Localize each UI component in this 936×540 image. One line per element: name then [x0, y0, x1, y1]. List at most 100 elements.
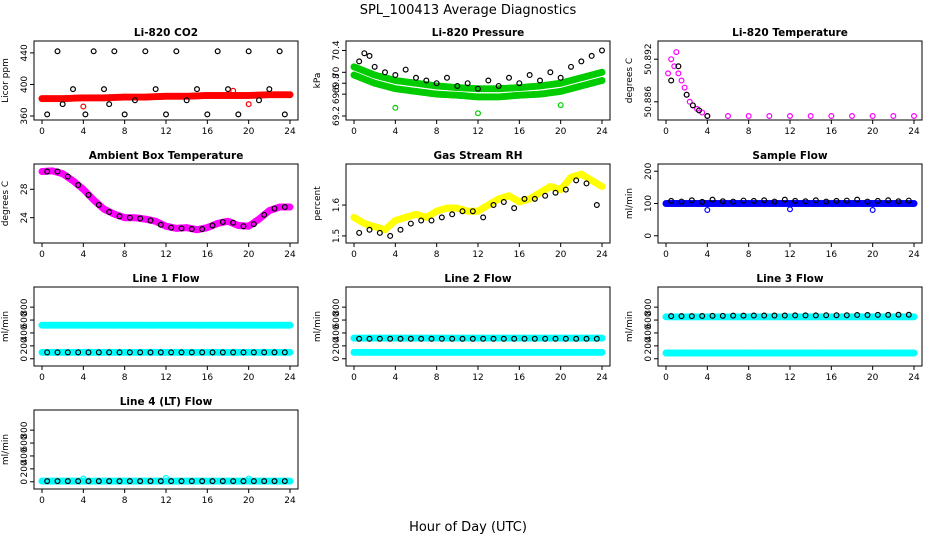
x-tick-label: 8 — [122, 250, 128, 260]
series-2 — [80, 87, 252, 110]
data-point — [542, 335, 549, 342]
data-point-fill — [596, 77, 604, 85]
x-tick-label: 8 — [746, 373, 752, 383]
data-point — [688, 197, 695, 204]
data-point — [895, 311, 902, 318]
data-point — [905, 311, 912, 318]
data-point — [95, 349, 102, 356]
data-point — [480, 214, 487, 221]
data-point-fill — [285, 203, 293, 211]
data-point — [266, 86, 273, 93]
data-point — [573, 335, 580, 342]
x-tick-label: 4 — [80, 250, 86, 260]
data-point — [475, 85, 482, 92]
data-point — [678, 313, 685, 320]
data-point — [188, 226, 195, 233]
panel-title: Li-820 Temperature — [732, 27, 848, 39]
data-point — [183, 97, 190, 104]
data-point — [578, 58, 585, 65]
data-point — [59, 101, 66, 108]
data-point — [168, 349, 175, 356]
data-point — [521, 195, 528, 202]
data-point — [147, 478, 154, 485]
x-tick-label: 0 — [663, 127, 669, 137]
data-point — [157, 221, 164, 228]
data-point — [511, 205, 518, 212]
data-point — [376, 229, 383, 236]
y-tick-label: 0 — [20, 479, 30, 485]
data-point — [449, 335, 456, 342]
data-point — [843, 197, 850, 204]
data-point — [547, 69, 554, 76]
data-point — [418, 335, 425, 342]
data-point — [750, 197, 757, 204]
data-point — [802, 198, 809, 205]
plot-frame — [33, 163, 299, 244]
data-point — [910, 112, 917, 119]
data-point — [766, 112, 773, 119]
data-point — [469, 208, 476, 215]
data-point — [157, 478, 164, 485]
data-point — [240, 223, 247, 230]
series-2 — [356, 335, 600, 342]
data-point — [506, 74, 513, 81]
data-point — [44, 478, 51, 485]
x-tick-label: 12 — [784, 250, 795, 260]
data-point — [843, 312, 850, 319]
data-point — [106, 101, 113, 108]
data-point — [44, 349, 51, 356]
data-point — [668, 197, 675, 204]
x-tick-label: 4 — [392, 250, 398, 260]
y-axis-label: ml/min — [313, 311, 323, 342]
data-point — [276, 48, 283, 55]
y-tick-label: 0 — [20, 356, 30, 362]
y-tick-label: 800 — [644, 298, 654, 315]
data-point — [562, 335, 569, 342]
data-point-fill — [284, 321, 292, 329]
plot-frame — [33, 40, 299, 121]
x-tick-label: 24 — [284, 127, 296, 137]
data-point — [781, 196, 788, 203]
data-point — [423, 77, 430, 84]
data-point — [531, 195, 538, 202]
data-point — [116, 213, 123, 220]
figure-title: SPL_100413 Average Diagnostics — [360, 3, 577, 18]
y-tick-label: 28 — [20, 183, 30, 195]
data-point — [469, 335, 476, 342]
data-point — [392, 72, 399, 79]
x-tick-label: 20 — [867, 373, 879, 383]
data-point — [552, 189, 559, 196]
data-point — [245, 101, 252, 108]
data-point — [675, 70, 682, 77]
data-point — [209, 222, 216, 229]
x-tick-label: 24 — [284, 496, 296, 506]
data-point — [54, 349, 61, 356]
data-point — [75, 182, 82, 189]
x-tick-label: 24 — [596, 127, 608, 137]
data-point-fill — [596, 69, 604, 77]
data-point — [745, 112, 752, 119]
data-point — [85, 349, 92, 356]
panel-title: Li-820 CO2 — [134, 27, 198, 39]
data-point — [573, 177, 580, 184]
data-point — [874, 311, 881, 318]
data-point — [271, 205, 278, 212]
data-point — [106, 349, 113, 356]
data-point — [464, 80, 471, 87]
y-tick-label: 600 — [332, 311, 342, 328]
data-point — [709, 312, 716, 319]
x-tick-label: 20 — [555, 250, 567, 260]
data-point — [895, 198, 902, 205]
data-point — [235, 111, 242, 118]
data-point — [137, 349, 144, 356]
data-point — [214, 48, 221, 55]
data-point — [444, 74, 451, 81]
data-point — [438, 214, 445, 221]
x-tick-label: 20 — [243, 127, 255, 137]
y-tick-label: 400 — [20, 76, 30, 93]
data-point — [536, 77, 543, 84]
y-axis-label: ml/min — [1, 311, 11, 342]
series-1 — [668, 63, 711, 119]
data-point — [281, 204, 288, 211]
data-point — [792, 312, 799, 319]
